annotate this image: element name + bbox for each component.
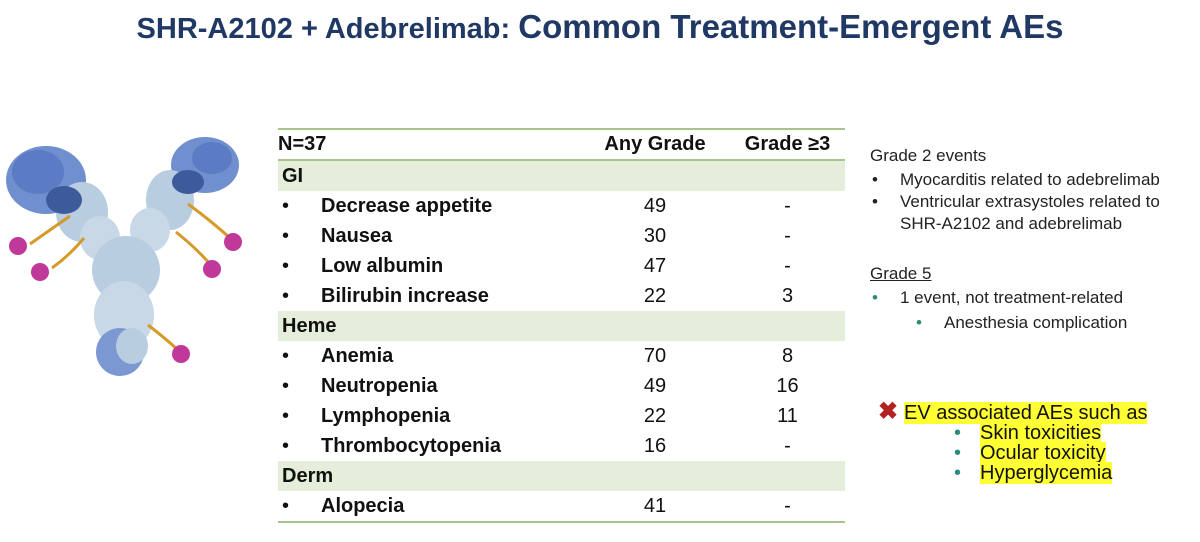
table-row: • Low albumin 47- bbox=[278, 251, 845, 281]
any-grade-value: 49 bbox=[580, 371, 730, 401]
header-any-grade: Any Grade bbox=[604, 133, 706, 155]
any-grade-value: 22 bbox=[580, 401, 730, 431]
grade3-value: - bbox=[730, 431, 845, 461]
ev-item-text: Skin toxicities bbox=[980, 422, 1102, 444]
bullet-icon: • bbox=[872, 288, 878, 307]
header-n: N=37 bbox=[278, 133, 327, 155]
list-item: • Myocarditis related to adebrelimab bbox=[870, 169, 1200, 191]
grade2-item-text: Myocarditis related to adebrelimab bbox=[900, 170, 1160, 189]
ae-name: Bilirubin increase bbox=[321, 284, 489, 307]
bullet-icon: • bbox=[282, 224, 290, 247]
any-grade-value: 70 bbox=[580, 341, 730, 371]
grade5-notes: Grade 5 • 1 event, not treatment-related … bbox=[870, 264, 1200, 334]
any-grade-value: 47 bbox=[580, 251, 730, 281]
grade2-notes: Grade 2 events • Myocarditis related to a… bbox=[870, 146, 1200, 235]
list-item: • 1 event, not treatment-related bbox=[870, 287, 1200, 309]
grade2-list: • Myocarditis related to adebrelimab • Ven… bbox=[870, 169, 1200, 235]
grade3-value: 3 bbox=[730, 281, 845, 311]
grade3-value: - bbox=[730, 251, 845, 281]
list-item: • Ocular toxicity bbox=[878, 442, 1147, 464]
bullet-icon: • bbox=[282, 494, 290, 517]
grade5-heading: Grade 5 bbox=[870, 264, 932, 283]
bullet-icon: • bbox=[282, 194, 290, 217]
grade3-value: 8 bbox=[730, 341, 845, 371]
bullet-icon: • bbox=[282, 284, 290, 307]
x-mark-icon: ✖ bbox=[878, 398, 899, 425]
section-label: GI bbox=[278, 160, 845, 191]
grade2-heading: Grade 2 events bbox=[870, 146, 987, 165]
ev-associated-box: ✖ EV associated AEs such as • Skin toxicit… bbox=[878, 398, 1148, 484]
any-grade-value: 22 bbox=[580, 281, 730, 311]
table-row: • Thrombocytopenia 16- bbox=[278, 431, 845, 461]
ae-name: Lymphopenia bbox=[321, 404, 451, 427]
list-item: • Ventricular extrasystoles related to SH… bbox=[870, 191, 1200, 235]
any-grade-value: 16 bbox=[580, 431, 730, 461]
ae-name: Nausea bbox=[321, 224, 393, 247]
ae-name: Alopecia bbox=[321, 494, 405, 517]
any-grade-value: 30 bbox=[580, 221, 730, 251]
ae-name: Anemia bbox=[321, 344, 394, 367]
adverse-events-table: N=37 Any Grade Grade ≥3 GI • Decrease app… bbox=[278, 128, 845, 523]
title-part-topic: Common Treatment-Emergent AEs bbox=[518, 8, 1064, 45]
table-row: • Alopecia 41- bbox=[278, 491, 845, 522]
antibody-molecule-image bbox=[6, 137, 242, 376]
bullet-icon: • bbox=[954, 462, 962, 484]
bullet-icon: • bbox=[282, 344, 290, 367]
ev-heading-row: ✖ EV associated AEs such as bbox=[878, 398, 1148, 425]
ae-name: Thrombocytopenia bbox=[321, 434, 502, 457]
grade2-item-text: Ventricular extrasystoles related to SHR… bbox=[900, 192, 1160, 233]
grade5-item-text: 1 event, not treatment-related bbox=[900, 288, 1124, 307]
table-row: • Neutropenia 49 16 bbox=[278, 371, 845, 401]
bullet-icon: • bbox=[872, 192, 878, 211]
table-row: • Nausea 30- bbox=[278, 221, 845, 251]
grade5-subitem-text: Anesthesia complication bbox=[944, 313, 1128, 332]
ae-name: Decrease appetite bbox=[321, 194, 493, 217]
title-part-drug: SHR-A2102 + Adebrelimab: bbox=[136, 13, 519, 45]
ae-name: Low albumin bbox=[321, 254, 444, 277]
ae-name: Neutropenia bbox=[321, 374, 438, 397]
section-label: Heme bbox=[278, 311, 845, 341]
table-row: • Anemia 70 8 bbox=[278, 341, 845, 371]
grade3-value: - bbox=[730, 221, 845, 251]
section-label: Derm bbox=[278, 461, 845, 491]
bullet-icon: • bbox=[954, 422, 962, 444]
grade3-value: 16 bbox=[730, 371, 845, 401]
section-row-derm: Derm bbox=[278, 461, 845, 491]
section-row-heme: Heme bbox=[278, 311, 845, 341]
bullet-icon: • bbox=[872, 170, 878, 189]
bullet-icon: • bbox=[282, 374, 290, 397]
header-grade3: Grade ≥3 bbox=[744, 133, 831, 155]
list-item: • Anesthesia complication bbox=[870, 312, 1200, 334]
any-grade-value: 49 bbox=[580, 191, 730, 221]
list-item: • Hyperglycemia bbox=[878, 462, 1147, 484]
grade3-value: - bbox=[730, 491, 845, 522]
grade3-value: - bbox=[730, 191, 845, 221]
bullet-icon: • bbox=[282, 434, 290, 457]
section-row-gi: GI bbox=[278, 160, 845, 191]
ev-heading: EV associated AEs such as bbox=[904, 402, 1148, 424]
list-item: • Skin toxicities bbox=[878, 422, 1147, 444]
any-grade-value: 41 bbox=[580, 491, 730, 522]
bullet-icon: • bbox=[916, 313, 922, 332]
bullet-icon: • bbox=[282, 404, 290, 427]
table-row: • Bilirubin increase 22 3 bbox=[278, 281, 845, 311]
table-header-row: N=37 Any Grade Grade ≥3 bbox=[278, 129, 845, 160]
grade3-value: 11 bbox=[730, 401, 845, 431]
ev-item-text: Ocular toxicity bbox=[980, 442, 1106, 464]
bullet-icon: • bbox=[954, 442, 962, 464]
ev-item-text: Hyperglycemia bbox=[980, 462, 1113, 484]
bullet-icon: • bbox=[282, 254, 290, 277]
table-row: • Lymphopenia 22 11 bbox=[278, 401, 845, 431]
table-row: • Decrease appetite 49- bbox=[278, 191, 845, 221]
slide-title: SHR-A2102 + Adebrelimab: Common Treatmen… bbox=[0, 8, 1200, 46]
